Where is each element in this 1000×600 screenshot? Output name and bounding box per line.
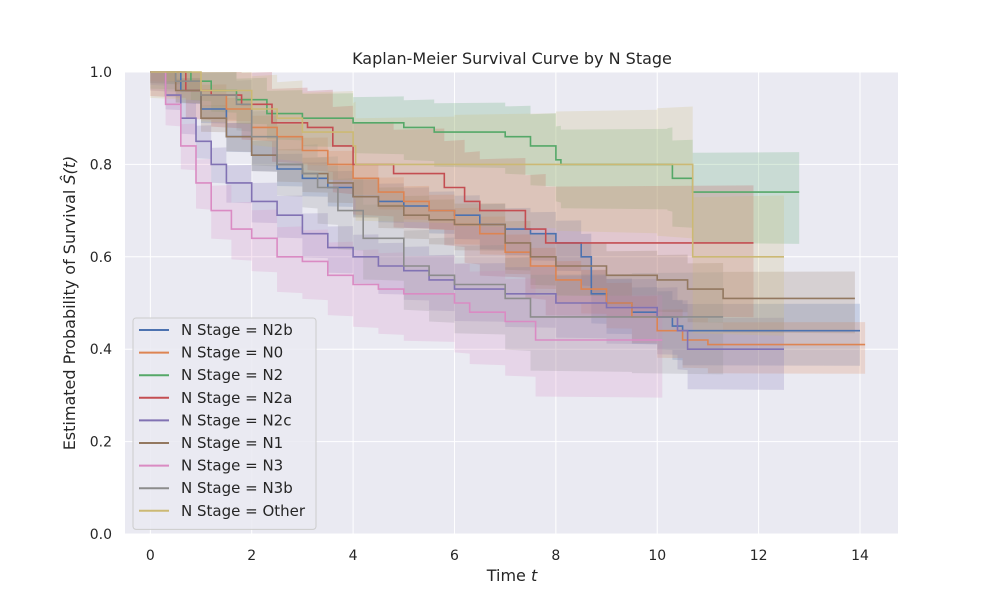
y-tick-label: 0.4 bbox=[90, 342, 112, 358]
survival-line bbox=[150, 71, 784, 258]
y-axis-label: Estimated Probability of Survival Ŝ(t) bbox=[60, 156, 79, 451]
x-tick-label: 14 bbox=[851, 548, 869, 564]
legend-box bbox=[132, 317, 317, 530]
legend-label: N Stage = N2a bbox=[181, 389, 292, 407]
chart-title: Kaplan-Meier Survival Curve by N Stage bbox=[352, 49, 672, 68]
y-tick-label: 0.8 bbox=[90, 157, 112, 173]
survival-curves bbox=[150, 71, 866, 350]
x-tick-label: 0 bbox=[146, 548, 155, 564]
x-axis-ticks: 0 2 4 6 8 10 12 14 bbox=[146, 548, 869, 564]
confidence-band bbox=[150, 72, 785, 339]
confidence-band bbox=[150, 72, 800, 245]
x-tick-label: 4 bbox=[349, 548, 358, 564]
x-tick-label: 6 bbox=[450, 548, 459, 564]
legend: N Stage = N2b N Stage = N0 N Stage = N2 N S… bbox=[132, 317, 317, 530]
confidence-band bbox=[150, 72, 724, 376]
x-tick-label: 10 bbox=[648, 548, 666, 564]
y-axis-ticks: 0.0 0.2 0.4 0.6 0.8 1.0 bbox=[90, 65, 112, 543]
legend-label: N Stage = N2 bbox=[181, 366, 283, 384]
y-tick-label: 0.0 bbox=[90, 527, 112, 543]
y-tick-label: 0.2 bbox=[90, 435, 112, 451]
x-tick-label: 2 bbox=[247, 548, 256, 564]
legend-label: N Stage = N0 bbox=[181, 344, 283, 362]
legend-label: N Stage = N2c bbox=[181, 411, 291, 429]
legend-label: N Stage = N3b bbox=[181, 479, 293, 497]
legend-label: N Stage = N1 bbox=[181, 434, 283, 452]
confidence-band bbox=[150, 72, 754, 320]
survival-line bbox=[150, 71, 784, 350]
confidence-bands bbox=[150, 72, 866, 399]
confidence-band bbox=[150, 72, 785, 391]
y-tick-label: 0.6 bbox=[90, 250, 112, 266]
confidence-band bbox=[150, 72, 855, 334]
x-axis-label: Time t bbox=[486, 566, 538, 585]
survival-line bbox=[150, 71, 855, 300]
legend-label: N Stage = N3 bbox=[181, 457, 283, 475]
y-tick-label: 1.0 bbox=[90, 65, 112, 81]
x-tick-label: 12 bbox=[750, 548, 768, 564]
x-tick-label: 8 bbox=[551, 548, 560, 564]
survival-line bbox=[150, 71, 724, 318]
legend-label: N Stage = N2b bbox=[181, 321, 293, 339]
survival-line bbox=[150, 71, 663, 341]
legend-label: N Stage = Other bbox=[181, 502, 306, 520]
confidence-band bbox=[150, 72, 861, 367]
